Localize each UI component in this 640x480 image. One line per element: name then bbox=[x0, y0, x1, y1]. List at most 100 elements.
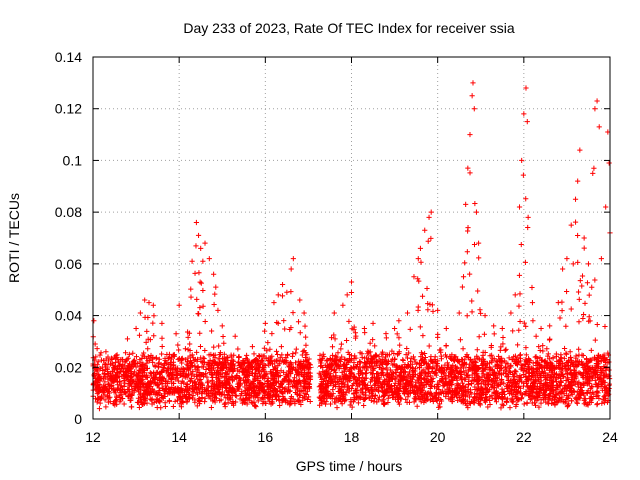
data-point bbox=[575, 289, 582, 295]
data-point bbox=[563, 288, 570, 295]
data-point bbox=[512, 376, 518, 383]
data-point bbox=[420, 333, 426, 339]
data-point bbox=[116, 393, 122, 399]
y-tick-label: 0.08 bbox=[55, 204, 82, 220]
data-point bbox=[541, 387, 547, 393]
data-point bbox=[346, 318, 352, 324]
data-point bbox=[301, 310, 307, 316]
data-point bbox=[532, 402, 539, 409]
data-point bbox=[586, 314, 592, 320]
data-point bbox=[560, 374, 566, 380]
data-point bbox=[297, 330, 303, 336]
data-point bbox=[343, 337, 350, 344]
data-point bbox=[301, 348, 307, 354]
data-point bbox=[523, 323, 529, 329]
x-tick-label: 14 bbox=[171, 429, 187, 445]
data-point bbox=[404, 345, 410, 352]
data-point bbox=[136, 332, 143, 338]
data-point bbox=[233, 399, 239, 405]
data-point bbox=[269, 331, 275, 337]
data-point bbox=[580, 352, 586, 359]
data-point bbox=[321, 398, 327, 405]
data-point bbox=[533, 390, 539, 396]
scatter-points bbox=[90, 80, 613, 412]
data-point bbox=[584, 280, 591, 286]
data-point bbox=[211, 301, 217, 308]
data-point bbox=[197, 343, 204, 350]
data-point bbox=[290, 310, 296, 316]
data-point bbox=[164, 380, 170, 387]
data-point bbox=[196, 270, 202, 276]
data-point bbox=[160, 395, 166, 401]
data-point bbox=[184, 361, 190, 367]
data-point bbox=[166, 398, 172, 404]
data-point bbox=[433, 389, 439, 395]
data-point bbox=[555, 300, 561, 306]
data-point bbox=[582, 300, 588, 306]
data-point bbox=[404, 310, 411, 316]
data-point bbox=[596, 124, 602, 130]
data-point bbox=[472, 200, 478, 207]
data-point bbox=[202, 240, 208, 246]
data-point bbox=[194, 349, 200, 355]
data-point bbox=[391, 325, 398, 332]
data-point bbox=[394, 331, 400, 337]
data-point bbox=[592, 277, 598, 283]
data-point bbox=[288, 325, 294, 331]
data-point bbox=[261, 345, 267, 351]
data-point bbox=[284, 289, 290, 295]
data-point bbox=[383, 331, 389, 337]
data-point bbox=[320, 351, 326, 357]
data-point bbox=[222, 404, 228, 410]
data-point bbox=[522, 391, 528, 397]
data-point bbox=[457, 337, 464, 343]
data-point bbox=[216, 343, 222, 349]
data-point bbox=[143, 339, 149, 345]
data-point bbox=[144, 328, 150, 334]
data-point bbox=[338, 346, 344, 352]
data-point bbox=[183, 371, 189, 377]
data-point bbox=[121, 383, 127, 390]
data-point bbox=[443, 325, 449, 332]
data-point bbox=[227, 360, 234, 366]
data-point bbox=[520, 172, 526, 178]
data-point bbox=[208, 404, 215, 411]
data-point bbox=[198, 245, 204, 251]
data-point bbox=[361, 402, 367, 409]
data-point bbox=[295, 319, 302, 325]
data-point bbox=[442, 352, 449, 358]
data-point bbox=[170, 403, 176, 410]
data-point bbox=[478, 310, 484, 316]
data-point bbox=[212, 399, 218, 405]
data-point bbox=[600, 397, 606, 403]
data-point bbox=[476, 255, 482, 261]
data-point bbox=[172, 398, 178, 404]
data-point bbox=[575, 380, 581, 386]
data-point bbox=[215, 376, 221, 382]
data-point bbox=[576, 346, 582, 352]
data-point bbox=[435, 307, 441, 313]
data-point bbox=[572, 219, 579, 225]
data-point bbox=[581, 235, 587, 241]
data-point bbox=[524, 119, 530, 125]
data-point bbox=[502, 347, 508, 353]
data-point bbox=[470, 80, 476, 86]
data-point bbox=[327, 401, 334, 407]
data-point bbox=[150, 320, 156, 326]
y-tick-label: 0 bbox=[74, 411, 82, 427]
data-point bbox=[516, 303, 522, 309]
data-point bbox=[105, 354, 111, 360]
x-tick-label: 12 bbox=[85, 429, 101, 445]
data-point bbox=[550, 374, 557, 380]
data-point bbox=[122, 350, 129, 356]
data-point bbox=[217, 379, 223, 385]
data-point bbox=[581, 245, 587, 251]
data-point bbox=[251, 351, 257, 357]
data-point bbox=[518, 241, 524, 248]
data-point bbox=[194, 296, 200, 302]
data-point bbox=[159, 320, 165, 326]
data-point bbox=[547, 336, 553, 342]
data-point bbox=[188, 294, 194, 300]
data-point bbox=[193, 219, 199, 226]
data-point bbox=[500, 334, 506, 341]
